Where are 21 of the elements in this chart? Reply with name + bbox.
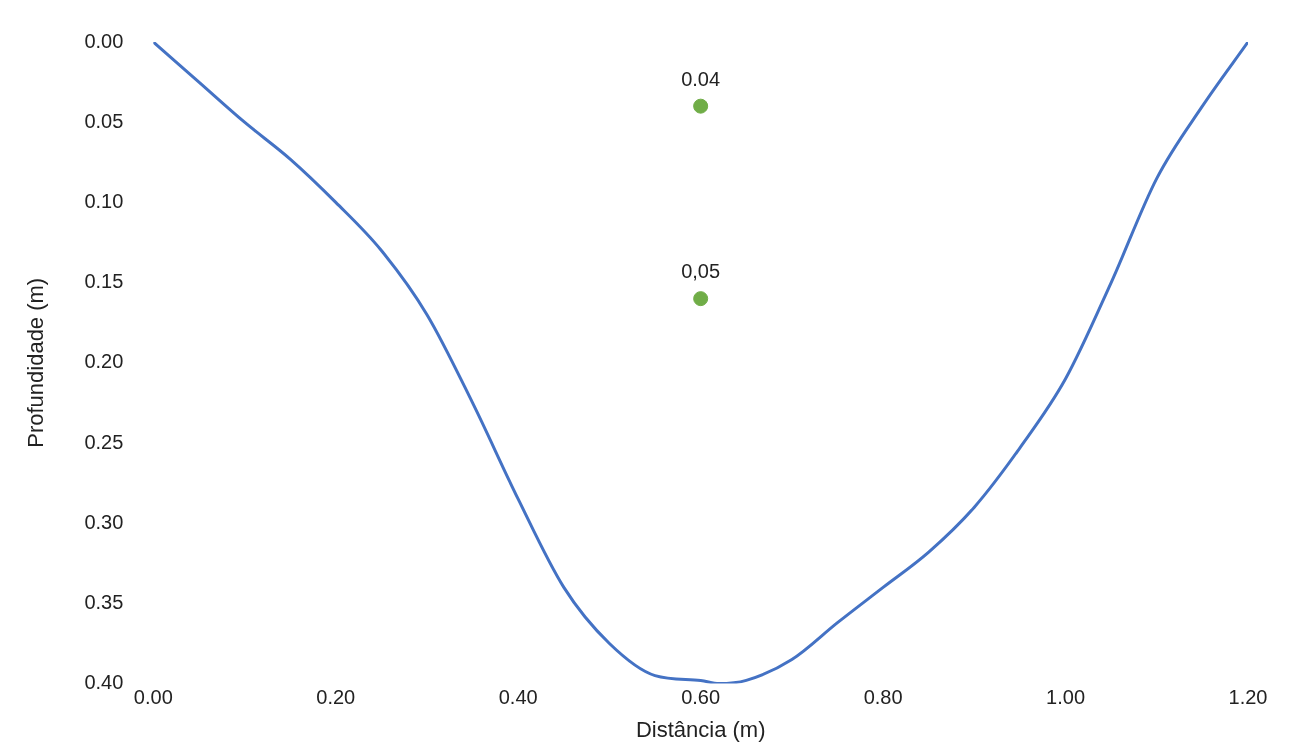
y-tick-label: 0.15	[84, 270, 124, 293]
x-tick-label: 0.40	[498, 686, 538, 709]
x-tick-label: 0.00	[133, 686, 173, 709]
x-tick-label: 0.80	[863, 686, 903, 709]
x-tick-label: 1.00	[1046, 686, 1086, 709]
annotation: 0.04	[681, 67, 721, 90]
y-axis-title: Profundidade (m)	[23, 277, 49, 448]
y-tick-label: 0.25	[84, 430, 124, 453]
y-tick-label: 0.35	[84, 590, 124, 613]
y-tick-label: 0.20	[84, 350, 124, 373]
annotation: 0,05	[681, 260, 721, 283]
y-tick-label: 0.00	[84, 29, 124, 52]
x-axis-title: Distância (m)	[635, 716, 766, 742]
x-tick-label: 1.20	[1228, 686, 1268, 709]
y-tick-label: 0.05	[84, 109, 124, 132]
y-tick-label: 0.30	[84, 510, 124, 533]
x-tick-label: 0.60	[681, 686, 721, 709]
y-tick-label: 0.40	[84, 671, 124, 694]
x-tick-label: 0.20	[316, 686, 356, 709]
y-tick-label: 0.10	[84, 189, 124, 212]
line-series	[153, 42, 1248, 684]
